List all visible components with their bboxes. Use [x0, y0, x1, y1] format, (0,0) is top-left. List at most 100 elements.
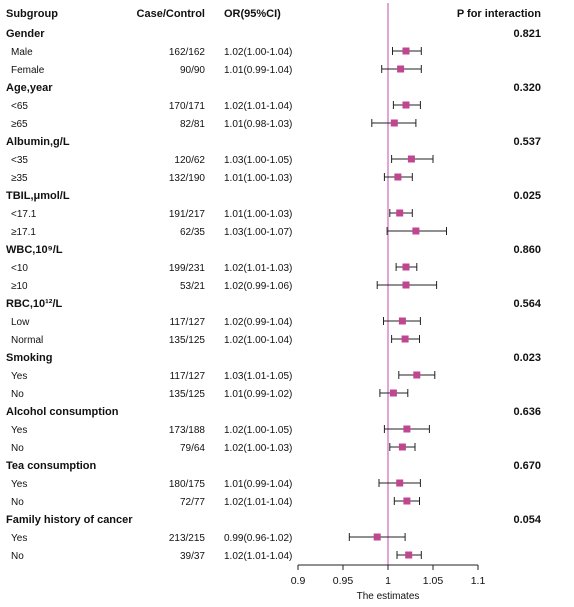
- group-p-value: 0.320: [513, 82, 541, 94]
- row-case-control: 62/35: [180, 227, 205, 238]
- or-marker: [394, 173, 402, 181]
- row-or-ci: 1.01(0.98-1.03): [224, 119, 292, 130]
- row-case-control: 72/77: [180, 497, 205, 508]
- group-p-value: 0.537: [513, 136, 541, 148]
- row-label: No: [11, 443, 24, 454]
- row-label: ≥65: [11, 119, 28, 130]
- row-label: No: [11, 389, 24, 400]
- or-marker: [389, 389, 397, 397]
- or-marker: [396, 209, 404, 217]
- header-p-interaction: P for interaction: [457, 8, 541, 20]
- row-case-control: 117/127: [170, 371, 206, 382]
- or-marker: [407, 155, 415, 163]
- row-or-ci: 1.01(0.99-1.02): [224, 389, 292, 400]
- or-marker: [398, 443, 406, 451]
- row-or-ci: 1.03(1.00-1.07): [224, 227, 292, 238]
- row-or-ci: 0.99(0.96-1.02): [224, 533, 292, 544]
- row-or-ci: 1.02(1.00-1.04): [224, 335, 292, 346]
- row-label: Yes: [11, 533, 27, 544]
- group-label: Alcohol consumption: [6, 406, 119, 418]
- or-marker: [398, 317, 406, 325]
- or-marker: [402, 263, 410, 271]
- row-case-control: 39/37: [180, 551, 205, 562]
- row-or-ci: 1.01(0.99-1.04): [224, 479, 292, 490]
- group-p-value: 0.054: [513, 514, 541, 526]
- row-label: Yes: [11, 479, 27, 490]
- group-label: Age,year: [6, 82, 53, 94]
- row-label: Male: [11, 47, 33, 58]
- row-label: ≥35: [11, 173, 28, 184]
- row-case-control: 82/81: [180, 119, 205, 130]
- group-p-value: 0.564: [513, 298, 541, 310]
- group-label: Albumin,g/L: [6, 136, 70, 148]
- row-or-ci: 1.02(1.01-1.04): [224, 551, 292, 562]
- group-p-value: 0.860: [513, 244, 541, 256]
- row-label: Low: [11, 317, 30, 328]
- row-case-control: 213/215: [169, 533, 206, 544]
- row-or-ci: 1.01(1.00-1.03): [224, 173, 292, 184]
- row-or-ci: 1.03(1.00-1.05): [224, 155, 292, 166]
- row-case-control: 132/190: [169, 173, 206, 184]
- group-label: Gender: [6, 28, 45, 40]
- row-label: Female: [11, 65, 45, 76]
- row-or-ci: 1.02(1.00-1.04): [224, 47, 292, 58]
- row-case-control: 90/90: [180, 65, 205, 76]
- or-marker: [401, 335, 409, 343]
- group-label: RBC,10¹²/L: [6, 298, 63, 310]
- row-or-ci: 1.03(1.01-1.05): [224, 371, 292, 382]
- group-p-value: 0.821: [513, 28, 541, 40]
- row-or-ci: 1.01(1.00-1.03): [224, 209, 292, 220]
- row-case-control: 173/188: [169, 425, 206, 436]
- or-marker: [390, 119, 398, 127]
- group-p-value: 0.636: [513, 406, 541, 418]
- row-case-control: 162/162: [169, 47, 206, 58]
- row-or-ci: 1.02(1.01-1.04): [224, 101, 292, 112]
- or-marker: [403, 425, 411, 433]
- or-marker: [405, 551, 413, 559]
- row-or-ci: 1.02(1.00-1.05): [224, 425, 292, 436]
- group-p-value: 0.025: [513, 190, 541, 202]
- row-label: <65: [11, 101, 28, 112]
- row-case-control: 117/127: [170, 317, 206, 328]
- row-or-ci: 1.02(0.99-1.04): [224, 317, 292, 328]
- row-or-ci: 1.01(0.99-1.04): [224, 65, 292, 76]
- row-label: <10: [11, 263, 28, 274]
- row-case-control: 120/62: [174, 155, 205, 166]
- group-p-value: 0.670: [513, 460, 541, 472]
- or-marker: [403, 497, 411, 505]
- group-label: Tea consumption: [6, 460, 97, 472]
- group-label: Family history of cancer: [6, 514, 133, 526]
- row-label: <17.1: [11, 209, 37, 220]
- x-tick-label: 0.95: [333, 575, 354, 587]
- or-marker: [396, 479, 404, 487]
- group-label: WBC,10⁹/L: [6, 244, 63, 256]
- row-case-control: 180/175: [169, 479, 206, 490]
- x-tick-label: 1: [385, 575, 391, 587]
- row-label: <35: [11, 155, 28, 166]
- row-case-control: 135/125: [169, 335, 206, 346]
- row-label: ≥10: [11, 281, 28, 292]
- row-case-control: 170/171: [169, 101, 206, 112]
- or-marker: [397, 65, 405, 73]
- row-or-ci: 1.02(1.00-1.03): [224, 443, 292, 454]
- x-tick-label: 0.9: [291, 575, 306, 587]
- row-or-ci: 1.02(0.99-1.06): [224, 281, 292, 292]
- row-label: Yes: [11, 371, 27, 382]
- header-case-control: Case/Control: [137, 8, 205, 20]
- row-case-control: 199/231: [169, 263, 206, 274]
- row-case-control: 53/21: [180, 281, 205, 292]
- row-or-ci: 1.02(1.01-1.03): [224, 263, 292, 274]
- x-tick-label: 1.1: [471, 575, 486, 587]
- row-case-control: 191/217: [169, 209, 206, 220]
- header-subgroup: Subgroup: [6, 8, 58, 20]
- or-marker: [402, 47, 410, 55]
- group-label: TBIL,μmol/L: [6, 190, 70, 202]
- group-p-value: 0.023: [513, 352, 541, 364]
- or-marker: [413, 371, 421, 379]
- row-label: ≥17.1: [11, 227, 36, 238]
- row-label: Normal: [11, 335, 43, 346]
- row-label: Yes: [11, 425, 27, 436]
- row-case-control: 135/125: [169, 389, 206, 400]
- or-marker: [402, 281, 410, 289]
